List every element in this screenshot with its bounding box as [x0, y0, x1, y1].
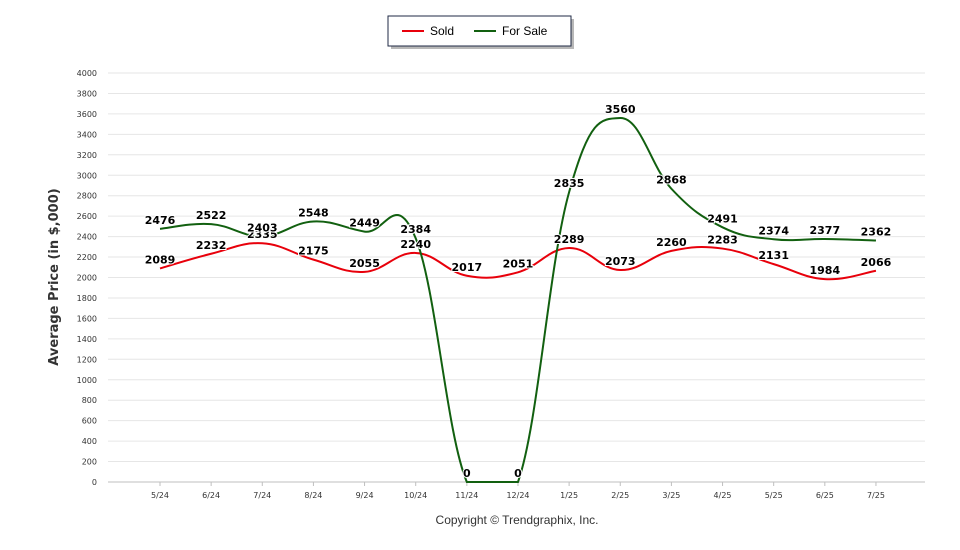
- data-label-for-sale: 0: [463, 467, 471, 480]
- data-label-sold: 2260: [656, 236, 687, 249]
- data-label-sold: 2283: [707, 234, 738, 247]
- data-label-sold: 2089: [145, 253, 176, 266]
- y-tick-label: 200: [82, 458, 97, 467]
- data-label-sold: 2055: [349, 257, 380, 270]
- x-tick-label: 9/24: [356, 491, 374, 500]
- x-tick-label: 3/25: [662, 491, 680, 500]
- y-tick-label: 2200: [77, 253, 97, 262]
- data-label-for-sale: 2362: [861, 225, 892, 238]
- x-tick-label: 4/25: [714, 491, 732, 500]
- y-tick-label: 1000: [77, 376, 97, 385]
- data-label-for-sale: 2491: [707, 212, 738, 225]
- data-label-sold: 2175: [298, 245, 329, 258]
- y-tick-label: 3400: [77, 130, 97, 139]
- data-label-for-sale: 2548: [298, 206, 329, 219]
- y-tick-label: 0: [92, 478, 97, 487]
- data-label-sold: 1984: [810, 264, 841, 277]
- data-label-sold: 2017: [452, 261, 483, 274]
- y-tick-label: 2400: [77, 233, 97, 242]
- y-tick-label: 4000: [77, 69, 97, 78]
- y-tick-label: 1400: [77, 335, 97, 344]
- x-tick-label: 11/24: [455, 491, 478, 500]
- data-label-for-sale: 2403: [247, 221, 278, 234]
- y-tick-label: 600: [82, 417, 97, 426]
- y-tick-label: 3000: [77, 171, 97, 180]
- y-tick-label: 1200: [77, 355, 97, 364]
- y-axis-label: Average Price (in $,000): [47, 188, 62, 365]
- data-labels-layer: 2089 2232 2335 2175 2055 2240 2017 2051 2289 2073…: [144, 102, 893, 481]
- y-tick-label: 2000: [77, 274, 97, 283]
- data-label-for-sale: 2476: [145, 214, 176, 227]
- y-tick-label: 3600: [77, 110, 97, 119]
- data-label-sold: 2131: [758, 249, 789, 262]
- x-tick-label: 8/24: [304, 491, 322, 500]
- chart-legend: Sold For Sale: [387, 15, 574, 49]
- x-tick-label: 1/25: [560, 491, 578, 500]
- data-label-for-sale: 3560: [605, 103, 636, 116]
- series-layer: [159, 116, 877, 483]
- y-tick-label: 400: [82, 437, 97, 446]
- data-label-for-sale: 2374: [758, 224, 789, 237]
- y-tick-label: 800: [82, 396, 97, 405]
- x-tick-label: 5/25: [765, 491, 783, 500]
- x-tick-label: 10/24: [404, 491, 427, 500]
- x-tick-label: 5/24: [151, 491, 169, 500]
- y-tick-label: 1600: [77, 314, 97, 323]
- data-label-for-sale: 0: [514, 467, 522, 480]
- data-label-sold: 2240: [400, 238, 431, 251]
- y-tick-label: 1800: [77, 294, 97, 303]
- data-label-sold: 2232: [196, 239, 227, 252]
- data-label-for-sale: 2835: [554, 177, 585, 190]
- y-tick-label: 2600: [77, 212, 97, 221]
- x-tick-label: 7/24: [253, 491, 271, 500]
- y-tick-label: 3800: [77, 89, 97, 98]
- data-label-for-sale: 2449: [349, 217, 380, 230]
- y-tick-label: 2800: [77, 192, 97, 201]
- x-tick-label: 7/25: [867, 491, 885, 500]
- data-label-for-sale: 2868: [656, 174, 687, 187]
- legend-label-sold: Sold: [430, 24, 454, 38]
- data-label-sold: 2051: [503, 257, 534, 270]
- x-tick-label: 2/25: [611, 491, 629, 500]
- data-label-for-sale: 2522: [196, 209, 227, 222]
- y-axis: 0 200 400 600 800 1000 1200 1400 1600 1800 2000 220…: [77, 69, 97, 487]
- data-label-sold: 2289: [554, 233, 585, 246]
- legend-label-for-sale: For Sale: [502, 24, 548, 38]
- gridlines: [108, 72, 925, 483]
- x-tick-label: 6/24: [202, 491, 220, 500]
- x-axis: 5/24 6/24 7/24 8/24 9/24 10/24 11/24 12/24 1/25 2…: [108, 481, 925, 500]
- data-label-for-sale: 2384: [400, 223, 431, 236]
- x-tick-label: 12/24: [506, 491, 529, 500]
- y-tick-label: 3200: [77, 151, 97, 160]
- x-tick-label: 6/25: [816, 491, 834, 500]
- data-label-sold: 2073: [605, 255, 636, 268]
- data-label-sold: 2066: [861, 256, 892, 269]
- series-line-for-sale: [159, 116, 876, 483]
- data-label-sold: 2335: [247, 228, 278, 241]
- data-label-for-sale: 2377: [810, 224, 841, 237]
- copyright-text: Copyright © Trendgraphix, Inc.: [436, 513, 599, 527]
- series-line-sold: [159, 242, 877, 281]
